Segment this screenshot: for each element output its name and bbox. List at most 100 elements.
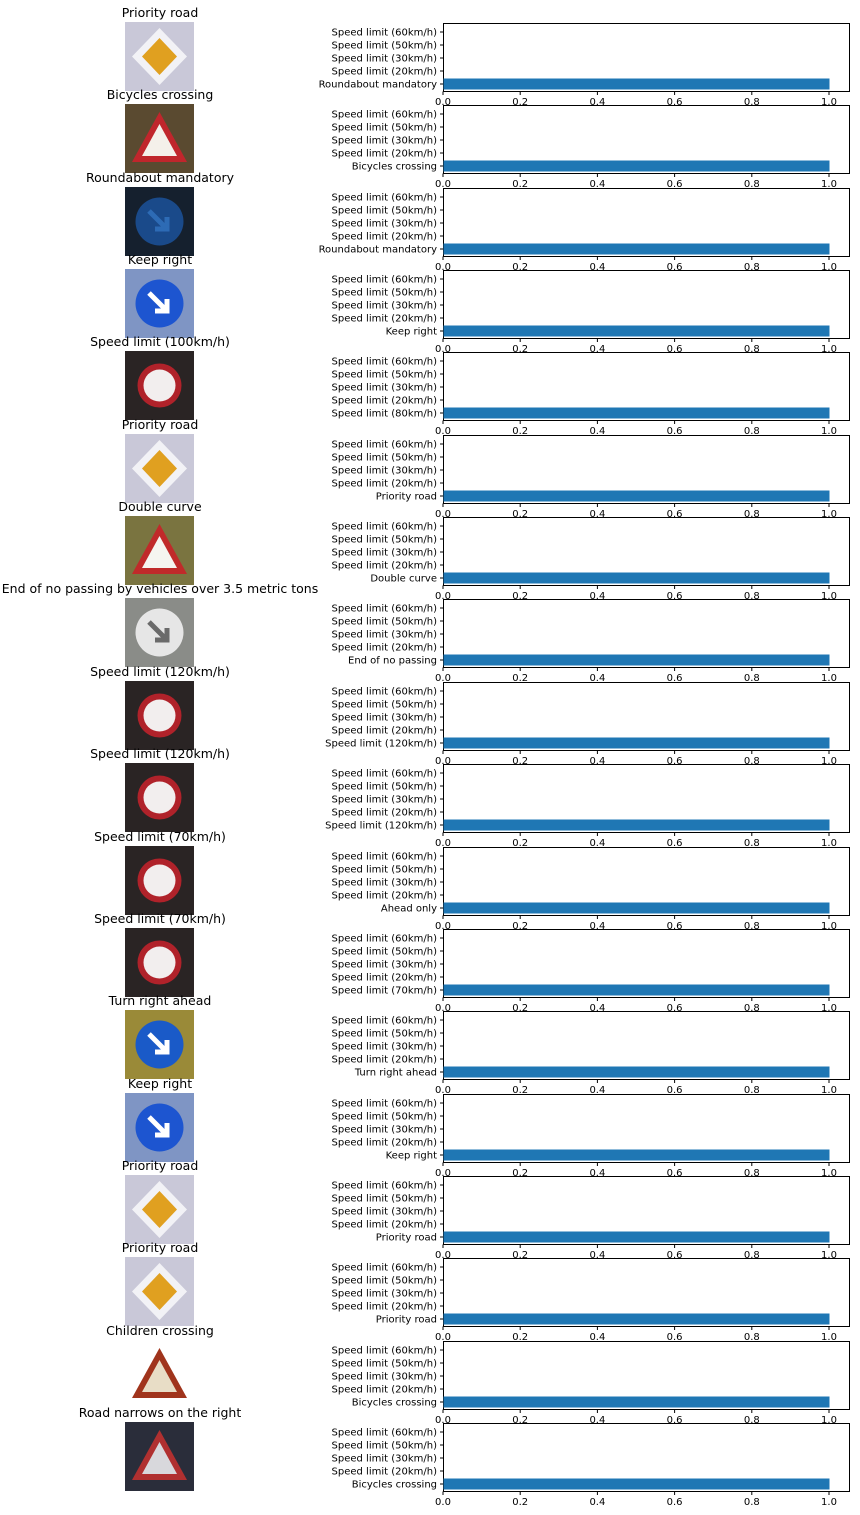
y-tick-label: Bicycles crossing — [352, 1480, 437, 1491]
x-tick-label: 0.8 — [744, 1003, 760, 1014]
x-tick-label: 0.4 — [589, 1003, 605, 1014]
probability-bar-chart: Speed limit (60km/h) Speed limit (50km/h)… — [319, 23, 850, 108]
keep-right-sign-photo-icon — [125, 269, 194, 339]
x-tick-label: 0.6 — [667, 179, 683, 190]
y-tick-label: Speed limit (50km/h) — [332, 370, 438, 381]
axes-frame — [443, 352, 850, 422]
x-tick-label: 0.0 — [435, 673, 451, 684]
x-tick-label: 1.0 — [821, 97, 837, 108]
y-tick-label: Speed limit (50km/h) — [332, 946, 438, 957]
y-tick-label: Speed limit (50km/h) — [332, 1441, 438, 1452]
x-tick-label: 0.6 — [667, 97, 683, 108]
y-tick-label: Speed limit (50km/h) — [332, 288, 438, 299]
probability-bar — [443, 243, 830, 255]
y-tick-label: Bicycles crossing — [352, 162, 437, 173]
true-label-title: Turn right ahead — [108, 993, 212, 1009]
axes-frame — [443, 1175, 850, 1245]
speed-limit-sign-photo-icon — [125, 351, 194, 421]
y-tick-label: Speed limit (80km/h) — [332, 409, 438, 420]
end-of-no-passing-sign-photo-icon — [125, 598, 194, 668]
x-tick-label: 0.0 — [435, 509, 451, 520]
y-tick-label: Turn right ahead — [354, 1068, 437, 1079]
x-tick-label: 0.6 — [667, 1003, 683, 1014]
probability-bar-chart: Speed limit (60km/h) Speed limit (50km/h)… — [332, 1258, 850, 1343]
x-tick-label: 1.0 — [821, 921, 837, 932]
y-tick-label: Speed limit (50km/h) — [332, 535, 438, 546]
probability-bar — [443, 737, 830, 749]
x-tick-label: 0.6 — [667, 1332, 683, 1343]
x-tick-label: 1.0 — [821, 591, 837, 602]
true-label-title: Speed limit (70km/h) — [94, 910, 226, 926]
probability-bar-chart: Speed limit (60km/h) Speed limit (50km/h)… — [325, 764, 850, 849]
probability-bar-chart: Speed limit (60km/h) Speed limit (50km/h)… — [325, 681, 850, 767]
y-tick-label: Speed limit (30km/h) — [332, 1206, 438, 1217]
y-tick-label: Speed limit (30km/h) — [332, 54, 438, 65]
children-crossing-sign-photo-icon — [125, 1339, 194, 1409]
y-tick-label: Speed limit (60km/h) — [332, 1180, 438, 1191]
priority-road-sign-photo-icon — [125, 1257, 194, 1327]
y-tick-label: Speed limit (20km/h) — [332, 149, 438, 160]
y-tick-label: Speed limit (20km/h) — [332, 1467, 438, 1478]
y-tick-label: Speed limit (30km/h) — [332, 548, 438, 559]
speed-limit-sign-photo-icon — [125, 845, 194, 915]
y-tick-label: Priority road — [376, 1315, 437, 1326]
axes-frame — [443, 1011, 850, 1081]
x-tick-label: 0.0 — [435, 179, 451, 190]
y-tick-label: Speed limit (50km/h) — [332, 1276, 438, 1287]
x-tick-label: 1.0 — [821, 1250, 837, 1261]
x-tick-label: 0.4 — [589, 509, 605, 520]
x-tick-label: 0.2 — [512, 756, 528, 767]
x-tick-label: 0.2 — [512, 344, 528, 355]
y-tick-label: Speed limit (60km/h) — [332, 439, 438, 450]
y-tick-label: Speed limit (20km/h) — [332, 67, 438, 78]
axes-frame — [443, 1258, 850, 1328]
x-tick-label: 1.0 — [821, 344, 837, 355]
axes-frame — [443, 1340, 850, 1410]
x-tick-label: 0.0 — [435, 262, 451, 273]
y-tick-label: Speed limit (30km/h) — [332, 1042, 438, 1053]
y-tick-label: Speed limit (20km/h) — [332, 1219, 438, 1230]
probability-bar-chart: Speed limit (60km/h) Speed limit (50km/h)… — [332, 928, 850, 1014]
axes-frame — [443, 764, 850, 834]
axes-frame — [443, 928, 850, 998]
speed-limit-sign-photo-icon — [125, 680, 194, 750]
x-tick-label: 0.8 — [744, 1168, 760, 1179]
x-tick-label: 0.2 — [512, 1332, 528, 1343]
x-tick-label: 0.4 — [589, 1497, 605, 1508]
probability-bar-chart: Speed limit (60km/h) Speed limit (50km/h)… — [332, 599, 850, 684]
y-tick-label: Speed limit (60km/h) — [332, 357, 438, 368]
x-tick-label: 0.6 — [667, 1085, 683, 1096]
x-tick-label: 0.0 — [435, 97, 451, 108]
x-tick-label: 0.4 — [589, 1085, 605, 1096]
y-tick-label: Speed limit (120km/h) — [325, 738, 437, 749]
y-tick-label: Speed limit (70km/h) — [332, 985, 438, 996]
y-tick-label: Speed limit (50km/h) — [332, 123, 438, 134]
x-tick-label: 0.8 — [744, 426, 760, 437]
x-tick-label: 0.6 — [667, 1415, 683, 1426]
probability-bar-chart: Speed limit (60km/h) Speed limit (50km/h)… — [332, 434, 850, 520]
y-tick-label: Speed limit (60km/h) — [332, 1098, 438, 1109]
x-tick-label: 0.6 — [667, 1168, 683, 1179]
x-tick-label: 0.4 — [589, 426, 605, 437]
x-tick-label: 0.6 — [667, 426, 683, 437]
y-tick-label: Priority road — [376, 1232, 437, 1243]
probability-bar-chart: Speed limit (60km/h) Speed limit (50km/h)… — [332, 352, 850, 437]
y-tick-label: Speed limit (30km/h) — [332, 795, 438, 806]
axes-frame — [443, 105, 850, 175]
keep-right-sign-photo-icon — [125, 1092, 194, 1162]
x-tick-label: 1.0 — [821, 1168, 837, 1179]
x-tick-label: 0.6 — [667, 921, 683, 932]
probability-bar-chart: Speed limit (60km/h) Speed limit (50km/h)… — [332, 1093, 850, 1179]
x-tick-label: 0.4 — [589, 591, 605, 602]
x-tick-label: 1.0 — [821, 262, 837, 273]
x-tick-label: 0.6 — [667, 673, 683, 684]
axes-frame — [443, 599, 850, 669]
true-label-title: Road narrows on the right — [78, 1404, 242, 1420]
y-tick-label: Roundabout mandatory — [319, 80, 438, 91]
x-tick-label: 0.6 — [667, 1250, 683, 1261]
probability-bar — [443, 407, 830, 419]
x-tick-label: 0.8 — [744, 1250, 760, 1261]
y-tick-label: Speed limit (50km/h) — [332, 1029, 438, 1040]
x-tick-label: 1.0 — [821, 1332, 837, 1343]
